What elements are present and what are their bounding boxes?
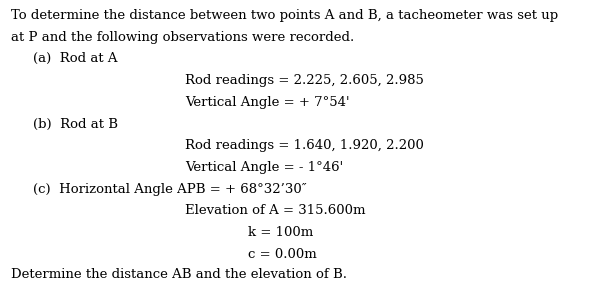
Text: (b)  Rod at B: (b) Rod at B [33,118,118,131]
Text: Rod readings = 1.640, 1.920, 2.200: Rod readings = 1.640, 1.920, 2.200 [185,139,424,152]
Text: (c)  Horizontal Angle APB = + 68°32’30″: (c) Horizontal Angle APB = + 68°32’30″ [33,183,307,196]
Text: k = 100m: k = 100m [248,226,313,239]
Text: c = 0.00m: c = 0.00m [248,248,316,261]
Text: Determine the distance AB and the elevation of B.: Determine the distance AB and the elevat… [11,268,347,281]
Text: Elevation of A = 315.600m: Elevation of A = 315.600m [185,204,365,217]
Text: Vertical Angle = - 1°46': Vertical Angle = - 1°46' [185,161,343,174]
Text: Rod readings = 2.225, 2.605, 2.985: Rod readings = 2.225, 2.605, 2.985 [185,74,424,87]
Text: at P and the following observations were recorded.: at P and the following observations were… [11,31,354,44]
Text: To determine the distance between two points A and B, a tacheometer was set up: To determine the distance between two po… [11,9,558,22]
Text: Vertical Angle = + 7°54': Vertical Angle = + 7°54' [185,96,350,109]
Text: (a)  Rod at A: (a) Rod at A [33,52,118,65]
